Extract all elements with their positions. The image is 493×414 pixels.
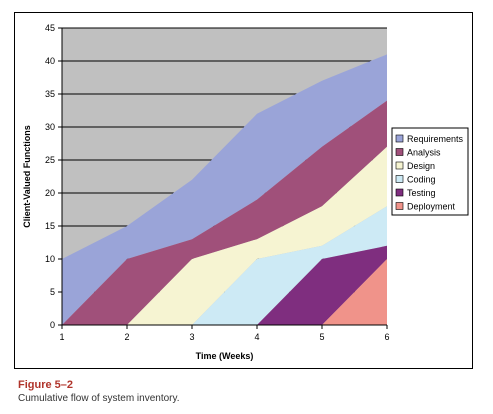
area-coding [62,206,387,325]
x-tick-label-2: 2 [124,332,129,342]
y-tick-label-45: 45 [45,23,55,33]
x-axis-title: Time (Weeks) [196,351,254,361]
area-design [62,146,387,325]
legend-label-deployment: Deployment [407,202,456,212]
legend-box [391,127,469,216]
area-testing [62,245,387,325]
x-tick-label-1: 1 [59,332,64,342]
legend-label-requirements: Requirements [407,134,464,144]
y-tick-label-5: 5 [50,287,55,297]
y-tick-label-15: 15 [45,221,55,231]
y-tick-label-10: 10 [45,254,55,264]
area-analysis [62,100,387,325]
y-tick-label-35: 35 [45,89,55,99]
y-tick-label-0: 0 [50,320,55,330]
y-tick-label-40: 40 [45,56,55,66]
legend-label-design: Design [407,161,435,171]
y-tick-label-25: 25 [45,155,55,165]
legend: Requirements Analysis Design Coding Testing D… [391,127,469,216]
legend-swatch-testing [395,188,404,197]
y-tick-label-20: 20 [45,188,55,198]
legend-swatch-analysis [395,148,404,156]
figure-caption-title: Figure 5–2 [18,379,74,391]
x-tick-label-6: 6 [384,332,389,342]
x-tick-label-3: 3 [189,332,194,342]
legend-label-coding: Coding [407,175,436,185]
area-deployment [62,259,387,325]
legend-swatch-coding [395,175,404,183]
x-tick-label-4: 4 [254,332,259,342]
legend-swatch-deployment [395,202,404,210]
x-tick-label-5: 5 [319,332,324,342]
y-tick-label-30: 30 [45,122,55,132]
figure-caption-text: Cumulative flow of system inventory. [18,393,180,404]
legend-swatch-design [395,161,404,170]
legend-swatch-requirements [395,134,404,143]
legend-label-analysis: Analysis [407,148,441,158]
y-axis-title: Client-Valued Functions [22,125,32,228]
area-requirements [62,54,387,326]
legend-label-testing: Testing [407,188,436,198]
